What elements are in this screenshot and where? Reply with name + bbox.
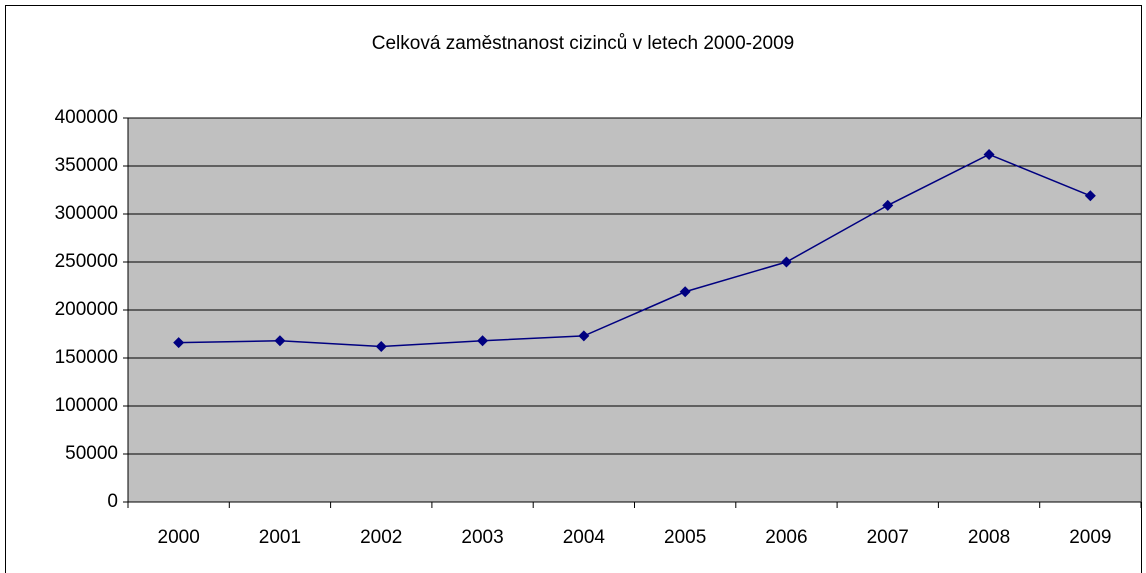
y-tick-label: 100000 (55, 395, 118, 416)
data-point (274, 335, 286, 347)
x-tick-label: 2004 (563, 527, 606, 548)
y-tick-label: 0 (107, 491, 118, 512)
x-tick-label: 2006 (765, 527, 807, 548)
y-tick-label: 300000 (55, 203, 118, 224)
x-tick-label: 2008 (968, 527, 1010, 548)
x-tick-label: 2007 (867, 527, 909, 548)
y-tick-label: 200000 (55, 299, 118, 320)
y-tick-label: 350000 (55, 155, 118, 176)
data-point (173, 337, 185, 349)
data-point (679, 286, 691, 298)
x-tick-label: 2009 (1069, 527, 1111, 548)
y-tick-label: 400000 (55, 107, 118, 128)
data-point (477, 335, 489, 347)
x-tick-label: 2002 (360, 527, 402, 548)
y-tick-label: 50000 (65, 443, 118, 464)
series-line (178, 153, 1091, 348)
x-tick-label: 2003 (461, 527, 503, 548)
x-tick-label: 2001 (259, 527, 301, 548)
x-tick-label: 2005 (664, 527, 706, 548)
data-point (780, 256, 792, 268)
chart-title: Celková zaměstnanost cizinců v letech 20… (372, 33, 794, 54)
y-tick-label: 250000 (55, 251, 118, 272)
data-point (1084, 190, 1096, 202)
data-point (983, 148, 995, 160)
data-point (578, 330, 590, 342)
x-tick-label: 2000 (158, 527, 200, 548)
y-tick-label: 150000 (55, 347, 118, 368)
data-point (375, 340, 387, 352)
data-point (882, 199, 894, 211)
